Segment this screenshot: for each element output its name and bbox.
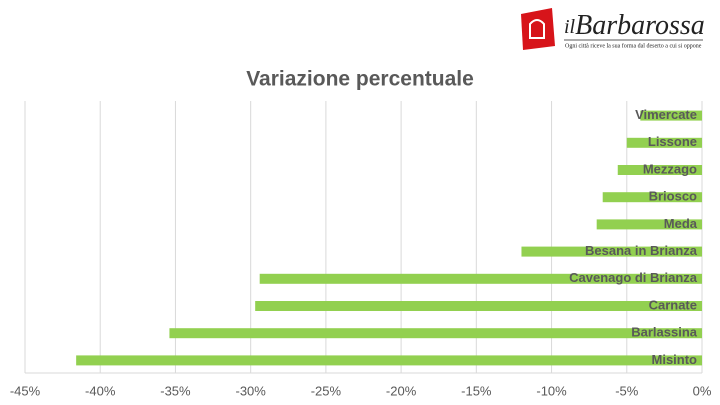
category-label: Vimercate	[635, 107, 697, 122]
bar	[259, 273, 702, 284]
logo-tagline: Ogni città riceve la sua forma dal deser…	[565, 42, 702, 49]
category-label: Besana in Brianza	[585, 243, 698, 258]
x-tick-label: -30%	[235, 383, 266, 398]
x-tick-label: -45%	[10, 383, 41, 398]
category-label: Briosco	[649, 189, 697, 204]
bar	[640, 110, 702, 121]
bar	[169, 328, 703, 339]
x-tick-label: -35%	[160, 383, 191, 398]
x-tick-label: -25%	[311, 383, 342, 398]
bar	[596, 219, 702, 230]
x-tick-label: -5%	[615, 383, 639, 398]
category-label: Mezzago	[643, 161, 697, 176]
category-label: Misinto	[652, 352, 698, 367]
chart-title: Variazione percentuale	[246, 68, 474, 91]
bar	[76, 355, 702, 366]
logo-name: Barbarossa	[575, 10, 705, 41]
x-tick-label: -15%	[461, 383, 492, 398]
x-tick-label: 0%	[693, 383, 712, 398]
category-label: Barlassina	[631, 325, 698, 340]
logo-prefix: il	[564, 16, 576, 38]
logo-text: ilBarbarossa	[564, 10, 705, 41]
category-label: Cavenago di Brianza	[569, 270, 698, 285]
bar	[521, 246, 702, 257]
category-label: Lissone	[648, 134, 697, 149]
category-label: Carnate	[649, 297, 697, 312]
bar	[626, 137, 702, 148]
x-tick-label: -10%	[536, 383, 567, 398]
bar	[602, 192, 702, 203]
category-label: Meda	[664, 216, 698, 231]
logo: ilBarbarossa Ogni città riceve la sua fo…	[521, 8, 705, 50]
x-tick-label: -40%	[85, 383, 116, 398]
x-tick-label: -20%	[386, 383, 417, 398]
bar	[617, 165, 702, 175]
logo-icon-shape	[529, 19, 545, 39]
logo-icon	[521, 8, 555, 50]
bar	[255, 301, 702, 311]
